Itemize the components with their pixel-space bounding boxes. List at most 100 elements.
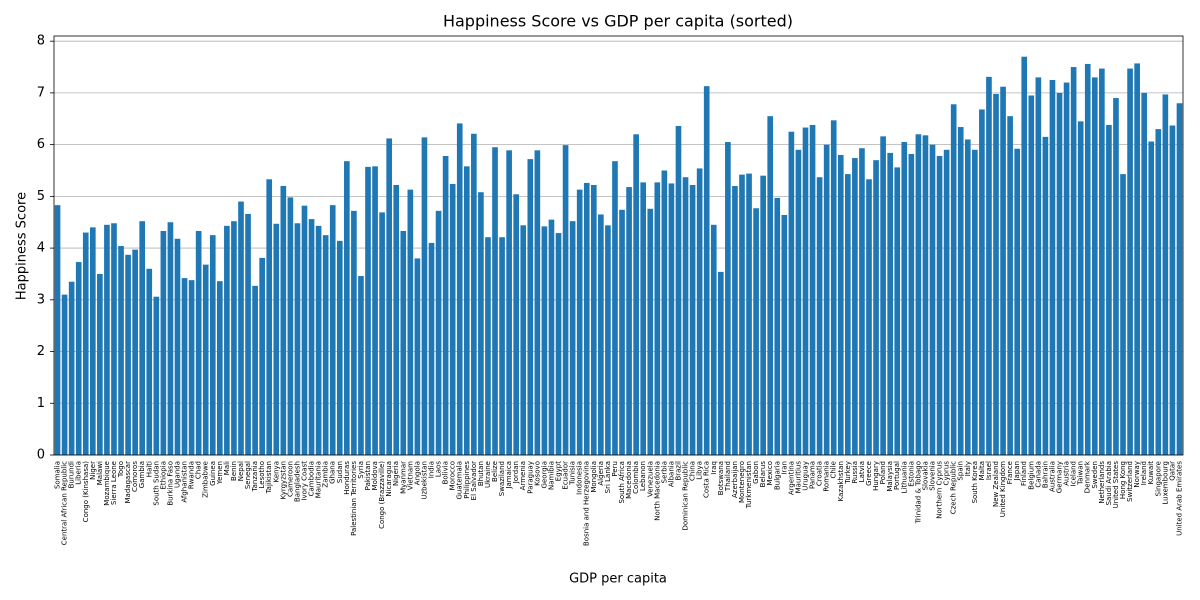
x-tick-label: France: [1006, 461, 1014, 484]
x-tick-label: Uganda: [173, 461, 181, 488]
y-axis-label: Happiness Score: [15, 192, 30, 300]
bar: [576, 189, 583, 455]
bar: [414, 258, 421, 455]
x-tick-label: Haiti: [145, 461, 153, 477]
bar: [725, 142, 731, 455]
bar: [520, 225, 527, 455]
bar: [979, 109, 985, 456]
bar: [619, 209, 625, 455]
x-tick-label: Gambia: [138, 461, 146, 488]
x-tick-label: Austria: [1063, 461, 1071, 486]
x-tick-label: Ecuador: [562, 461, 570, 490]
bar: [1056, 92, 1063, 455]
bar: [816, 177, 823, 456]
x-tick-label: Ivory Coast: [300, 461, 308, 501]
bar: [139, 221, 146, 455]
x-tick-label: Niger: [89, 461, 97, 480]
bar: [301, 205, 308, 455]
bar: [442, 156, 449, 455]
x-tick-label: Madagascar: [124, 461, 132, 504]
x-tick-label: Philippines: [463, 461, 471, 499]
x-tick-label: South Korea: [971, 461, 979, 503]
x-tick-label: Belgium: [1027, 461, 1035, 490]
y-tick-label: 4: [37, 241, 45, 256]
x-tick-label: Venezuela: [646, 461, 654, 497]
x-tick-label: Australia: [1048, 461, 1056, 492]
x-tick-label: Albania: [667, 461, 675, 487]
x-tick-label: Malawi: [96, 461, 104, 485]
x-tick-label: Palestinian Territories: [350, 461, 358, 536]
bar: [993, 93, 999, 456]
bar: [1134, 63, 1140, 456]
bar: [527, 159, 534, 455]
x-tick-label: Morocco: [449, 461, 457, 490]
bar: [972, 149, 978, 455]
bar: [887, 152, 893, 455]
bar: [795, 149, 802, 455]
x-tick-label: Bangladesh: [293, 461, 301, 502]
x-axis-label: GDP per capita: [569, 572, 667, 587]
x-tick-label: Thailand: [724, 461, 732, 492]
x-tick-label: Macedonia: [625, 461, 633, 499]
bar: [957, 127, 964, 455]
bar: [936, 156, 943, 455]
bar: [950, 104, 957, 455]
x-tick-label: Switzerland: [1126, 461, 1134, 502]
x-tick-label: Mexico: [766, 461, 774, 485]
x-tick-label: Argentina: [787, 461, 795, 495]
bar: [1077, 121, 1084, 455]
x-tick-label: Hong Kong: [1119, 461, 1127, 499]
x-tick-label: Belarus: [759, 461, 767, 488]
bar: [89, 227, 96, 455]
x-tick-label: Burkina Faso: [166, 461, 174, 506]
bar: [1176, 103, 1183, 455]
x-tick-label: Jamaica: [505, 461, 513, 490]
x-tick-label: Ireland: [1140, 461, 1148, 485]
x-tick-label: Finland: [1020, 461, 1028, 486]
x-tick-label: Germany: [1056, 461, 1064, 493]
x-tick-label: Burundi: [68, 461, 76, 488]
x-tick-label: Costa Rica: [703, 461, 711, 498]
bar: [809, 124, 816, 455]
x-tick-label: Panama: [809, 461, 817, 489]
x-tick-label: Bosnia and Herzegovina: [583, 461, 591, 546]
x-tick-label: Luxembourg: [1161, 461, 1169, 505]
x-tick-label: Senegal: [244, 461, 252, 489]
bar: [386, 138, 392, 455]
bar: [393, 184, 400, 455]
y-tick-label: 3: [37, 292, 45, 307]
bar: [633, 134, 639, 456]
x-tick-label: Nigeria: [392, 461, 400, 486]
x-tick-label: Congo (Kinshasa): [82, 461, 90, 523]
x-tick-label: Israel: [985, 461, 993, 480]
bars: [54, 56, 1183, 456]
x-tick-label: Rwanda: [188, 461, 196, 489]
x-tick-label: Uzbekistan: [420, 461, 428, 500]
x-tick-label: Bahrain: [1041, 461, 1049, 488]
bar: [548, 219, 555, 455]
y-tick-label: 8: [37, 34, 45, 49]
x-tick-label: Indonesia: [576, 461, 584, 495]
bar: [1035, 77, 1042, 455]
x-tick-label: Montenegro: [738, 461, 746, 503]
x-tick-label: Tunisia: [569, 461, 577, 486]
x-tick-label: Lebanon: [639, 461, 647, 491]
bar: [1063, 82, 1070, 456]
x-tick-label: Sweden: [1091, 461, 1099, 489]
x-tick-label: New Zealand: [992, 461, 1000, 507]
x-tick-label: Russia: [851, 461, 859, 484]
bar: [710, 224, 717, 455]
bar: [379, 212, 385, 455]
x-tick-label: Nicaragua: [385, 461, 393, 497]
y-tick-label: 7: [37, 85, 45, 100]
bar: [351, 210, 357, 455]
x-tick-label: Qatar: [1168, 461, 1176, 481]
bar: [209, 235, 216, 455]
bar: [1049, 79, 1056, 455]
x-tick-label: Turkey: [844, 461, 852, 485]
x-tick-label: Afghanistan: [181, 461, 189, 503]
bar: [1028, 95, 1035, 455]
x-tick-label: Saudi Arabia: [1105, 461, 1113, 505]
x-tick-label: Dominican Republic: [682, 461, 690, 531]
